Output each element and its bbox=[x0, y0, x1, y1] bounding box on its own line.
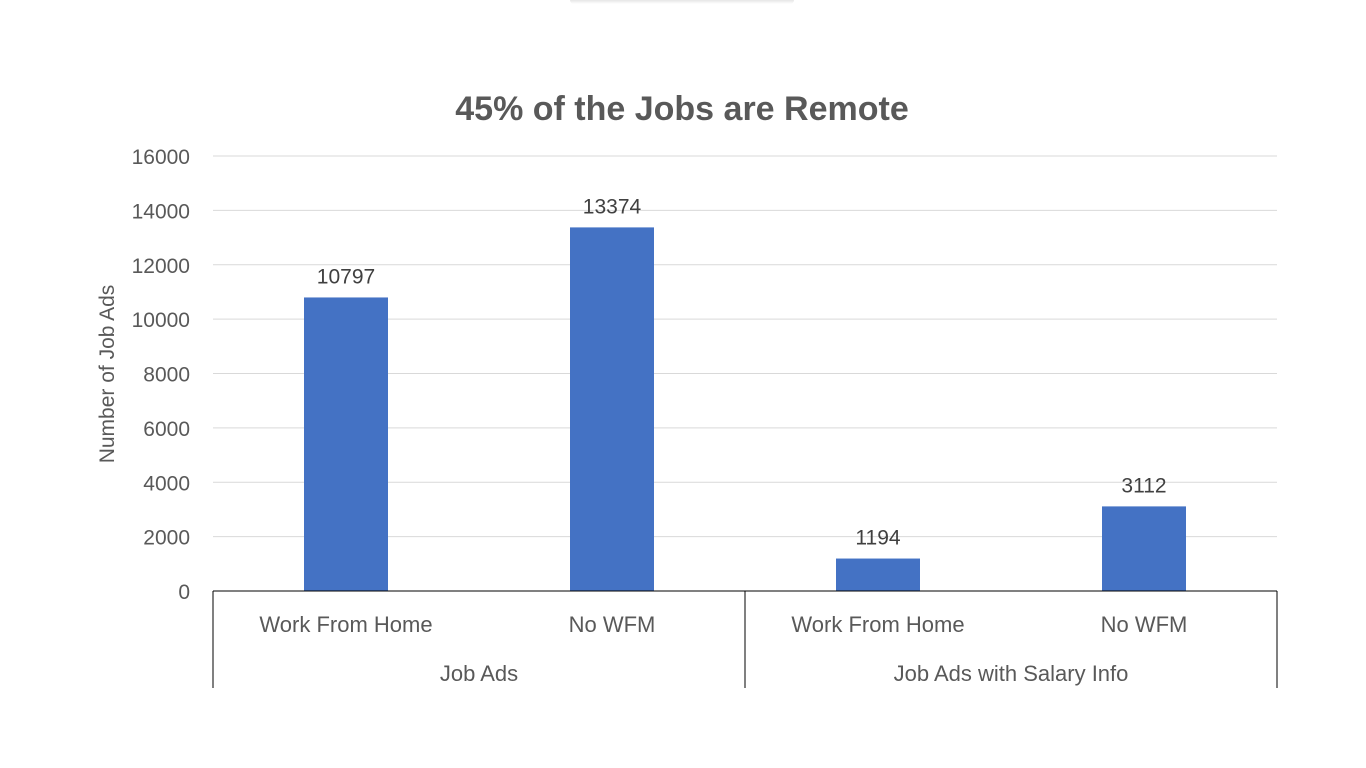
y-axis-title: Number of Job Ads bbox=[96, 285, 119, 464]
x-axis: Work From Home No WFM Job Ads Work From Hom… bbox=[212, 590, 1278, 688]
data-label: 13374 bbox=[583, 195, 642, 218]
y-tick-label: 16000 bbox=[132, 146, 190, 169]
y-tick-label: 12000 bbox=[132, 255, 190, 278]
bar bbox=[836, 558, 920, 591]
data-label: 10797 bbox=[317, 265, 375, 288]
x-category-label: Work From Home bbox=[259, 612, 432, 637]
x-category-label: No WFM bbox=[569, 612, 656, 637]
bar bbox=[570, 227, 654, 591]
y-tick-label: 2000 bbox=[143, 527, 190, 550]
bars bbox=[304, 227, 1186, 591]
data-label: 3112 bbox=[1121, 474, 1166, 497]
x-category-label: Work From Home bbox=[791, 612, 964, 637]
gridlines bbox=[213, 155, 1277, 538]
y-axis-ticks: 0 2000 4000 6000 8000 10000 12000 14000 16000 bbox=[132, 146, 190, 604]
data-labels: 10797 13374 1194 3112 bbox=[317, 195, 1167, 549]
data-label: 1194 bbox=[855, 527, 900, 550]
y-tick-label: 0 bbox=[178, 581, 190, 604]
x-category-label: No WFM bbox=[1101, 612, 1188, 637]
y-tick-label: 8000 bbox=[143, 364, 190, 387]
x-group-label: Job Ads with Salary Info bbox=[894, 661, 1129, 686]
chart-title: 45% of the Jobs are Remote bbox=[455, 90, 908, 128]
y-tick-label: 4000 bbox=[143, 472, 190, 495]
x-group-label: Job Ads bbox=[440, 661, 518, 686]
y-tick-label: 6000 bbox=[143, 418, 190, 441]
bar bbox=[1102, 506, 1186, 591]
bar bbox=[304, 297, 388, 591]
top-shadow bbox=[570, 0, 794, 4]
y-tick-label: 10000 bbox=[132, 309, 190, 332]
y-tick-label: 14000 bbox=[132, 200, 190, 223]
